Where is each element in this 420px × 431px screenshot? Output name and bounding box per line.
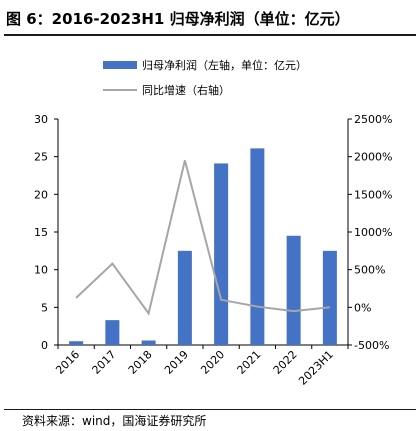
y-left-tick-label: 25 [34, 151, 48, 164]
x-tick-label: 2022 [271, 348, 300, 377]
y-right-tick-label: -500% [354, 339, 389, 352]
y-right-tick-label: 0% [354, 301, 371, 314]
title-rule [4, 34, 416, 36]
y-right-tick-label: 500% [354, 264, 385, 277]
y-right-tick-label: 2000% [354, 151, 392, 164]
legend-label-line: 同比增速（右轴） [142, 83, 230, 97]
legend-swatch-bar [103, 61, 137, 69]
growth-line [75, 160, 331, 316]
bar [286, 235, 301, 345]
bar [141, 340, 156, 345]
y-left-tick-label: 10 [34, 264, 48, 277]
y-right-tick-label: 1500% [354, 188, 392, 201]
legend: 归母净利润（左轴，单位：亿元） 同比增速（右轴） [103, 58, 307, 97]
x-tick-label: 2019 [162, 348, 191, 377]
x-tick-label: 2018 [126, 348, 155, 377]
plot-area: 0 5 10 15 20 25 30 -500% 0% 500% 1000% 1500% 2000% 25… [34, 113, 392, 388]
x-tick-label: 2020 [198, 348, 227, 377]
y-left-tick-label: 5 [41, 301, 48, 314]
bar [69, 341, 84, 345]
bar [105, 320, 120, 345]
x-tick-label: 2016 [53, 348, 82, 377]
figure-title: 图 6：2016-2023H1 归母净利润（单位：亿元） [6, 10, 350, 28]
legend-label-bar: 归母净利润（左轴，单位：亿元） [142, 58, 307, 72]
bar [177, 250, 192, 345]
bar [214, 163, 229, 345]
x-tick-label: 2021 [235, 348, 264, 377]
source-note: 资料来源：wind，国海证券研究所 [22, 414, 207, 428]
bar [250, 148, 265, 345]
y-right-tick-label: 1000% [354, 226, 392, 239]
y-left-tick-label: 30 [34, 113, 48, 126]
x-tick-label: 2023H1 [296, 348, 336, 388]
bar [322, 250, 337, 345]
y-left-tick-label: 20 [34, 188, 48, 201]
y-right-tick-label: 2500% [354, 113, 392, 126]
source-rule [4, 409, 416, 410]
x-tick-label: 2017 [90, 348, 119, 377]
y-left-tick-label: 0 [41, 339, 48, 352]
y-left-tick-label: 15 [34, 226, 48, 239]
